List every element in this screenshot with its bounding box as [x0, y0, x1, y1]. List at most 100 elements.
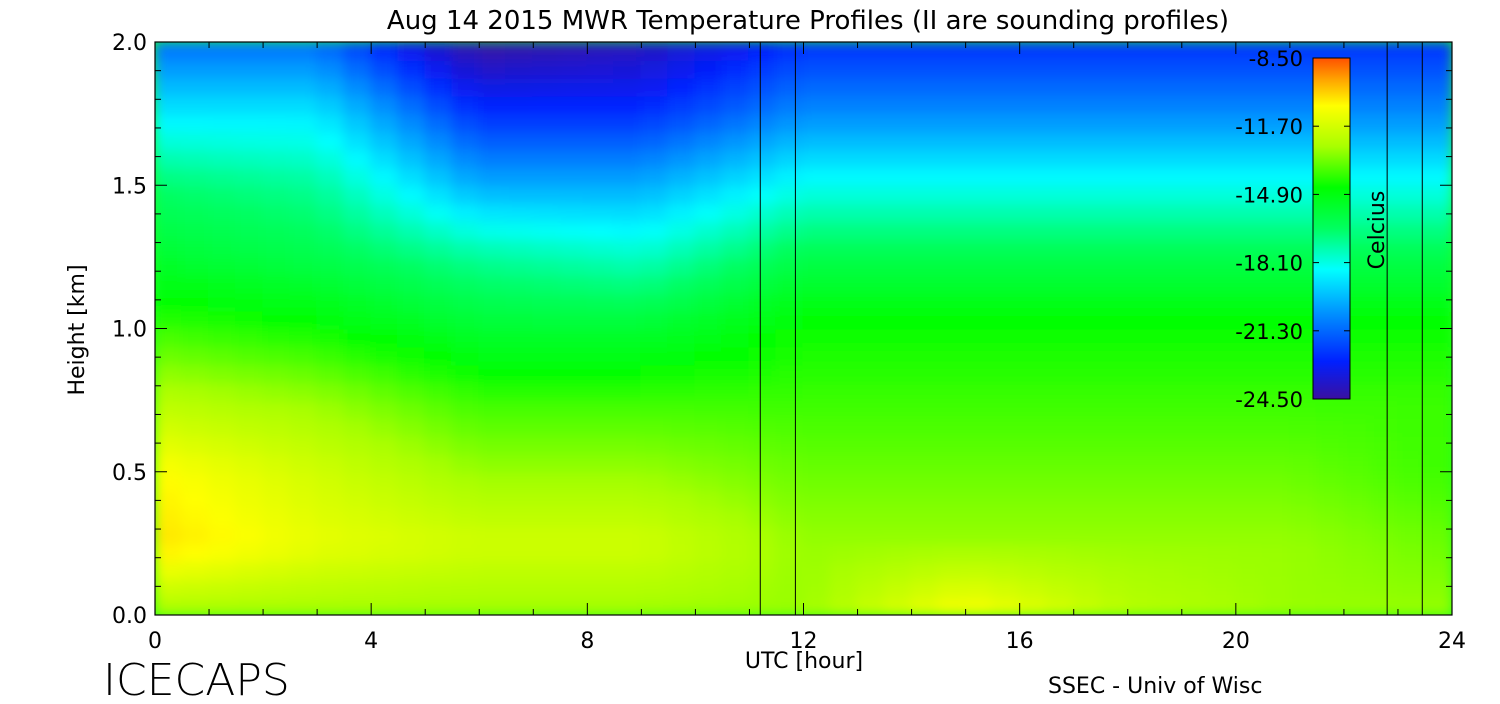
heatmap-cell	[586, 399, 616, 420]
heatmap-cell	[1261, 94, 1291, 115]
heatmap-cell	[1018, 560, 1048, 581]
heatmap-cell	[721, 578, 751, 599]
heatmap-cell	[1045, 112, 1075, 133]
heatmap-cell	[856, 166, 886, 187]
heatmap-cell	[856, 291, 886, 312]
heatmap-cell	[667, 42, 697, 61]
heatmap-cell	[1045, 417, 1075, 437]
heatmap-cell	[1018, 381, 1048, 402]
heatmap-cell	[775, 58, 805, 79]
heatmap-cell	[559, 42, 589, 61]
heatmap-cell	[1099, 309, 1129, 330]
heatmap-cell	[505, 58, 535, 79]
heatmap-cell	[235, 148, 265, 169]
heatmap-cell	[1072, 327, 1102, 348]
heatmap-cell	[667, 327, 697, 348]
heatmap-cell	[559, 327, 589, 348]
heatmap-cell	[155, 363, 184, 384]
heatmap-cell	[991, 148, 1021, 169]
heatmap-cell	[370, 130, 400, 151]
heatmap-cell	[1018, 363, 1048, 384]
heatmap-cell	[937, 220, 967, 240]
heatmap-cell	[667, 220, 697, 240]
heatmap-cell	[1126, 434, 1156, 455]
heatmap-cell	[1234, 220, 1264, 240]
heatmap-cell	[1207, 596, 1237, 615]
heatmap-cell	[1180, 327, 1210, 348]
heatmap-cell	[667, 76, 697, 97]
heatmap-cell	[559, 220, 589, 240]
heatmap-cell	[262, 345, 292, 366]
heatmap-cell	[1045, 76, 1075, 97]
heatmap-cell	[586, 488, 616, 509]
heatmap-cell	[1045, 506, 1075, 527]
heatmap-cell	[424, 470, 454, 491]
heatmap-cell	[316, 327, 346, 348]
heatmap-cell	[586, 578, 616, 599]
heatmap-cell	[1045, 273, 1075, 294]
heatmap-cell	[667, 202, 697, 223]
heatmap-cell	[1018, 452, 1048, 473]
heatmap-cell	[424, 578, 454, 599]
heatmap-cell	[1234, 255, 1264, 276]
heatmap-cell	[1045, 42, 1075, 61]
heatmap-cell	[235, 94, 265, 115]
heatmap-cell	[262, 273, 292, 294]
heatmap-cell	[1072, 220, 1102, 240]
heatmap-cell	[694, 470, 724, 491]
heatmap-cell	[1369, 237, 1399, 258]
heatmap-cell	[532, 542, 562, 563]
colorbar-tick-label: -11.70	[1235, 115, 1303, 139]
heatmap-cell	[208, 399, 238, 420]
heatmap-cell	[505, 452, 535, 473]
heatmap-cell	[1288, 94, 1318, 115]
heatmap-cell	[208, 488, 238, 509]
heatmap-cell	[1369, 202, 1399, 223]
heatmap-cell	[883, 399, 913, 420]
heatmap-cell	[208, 273, 238, 294]
heatmap-cell	[235, 220, 265, 240]
heatmap-cell	[748, 220, 778, 240]
heatmap-cell	[1288, 166, 1318, 187]
heatmap-cell	[910, 94, 940, 115]
heatmap-cell	[640, 166, 670, 187]
heatmap-cell	[1153, 506, 1183, 527]
heatmap-cell	[721, 184, 751, 205]
heatmap-cell	[343, 470, 373, 491]
heatmap-cell	[721, 291, 751, 312]
heatmap-cell	[721, 309, 751, 330]
heatmap-cell	[155, 94, 184, 115]
heatmap-cell	[1369, 434, 1399, 455]
heatmap-cell	[1369, 399, 1399, 420]
heatmap-cell	[775, 542, 805, 563]
heatmap-cell	[505, 112, 535, 133]
heatmap-cell	[1126, 542, 1156, 563]
heatmap-cell	[235, 399, 265, 420]
heatmap-cell	[910, 130, 940, 151]
heatmap-cell	[1261, 578, 1291, 599]
heatmap-cell	[1126, 166, 1156, 187]
heatmap-cell	[532, 255, 562, 276]
heatmap-cell	[1396, 94, 1426, 115]
heatmap-cell	[1342, 488, 1372, 509]
heatmap-cell	[586, 58, 616, 79]
heatmap-cell	[370, 112, 400, 133]
heatmap-cell	[370, 524, 400, 545]
heatmap-cell	[1396, 524, 1426, 545]
heatmap-cell	[829, 434, 859, 455]
heatmap-cell	[1072, 596, 1102, 615]
heatmap-cell	[937, 345, 967, 366]
heatmap-cell	[1234, 506, 1264, 527]
heatmap-cell	[505, 560, 535, 581]
x-tick-label: 20	[1222, 629, 1250, 654]
heatmap-cell	[1126, 255, 1156, 276]
heatmap-cell	[721, 452, 751, 473]
heatmap-cell	[1207, 220, 1237, 240]
heatmap-cell	[1423, 578, 1452, 599]
heatmap-cell	[694, 381, 724, 402]
heatmap-cell	[802, 130, 832, 151]
heatmap-cell	[586, 417, 616, 437]
heatmap-cell	[370, 470, 400, 491]
heatmap-cell	[155, 58, 184, 79]
heatmap-cell	[1288, 417, 1318, 437]
